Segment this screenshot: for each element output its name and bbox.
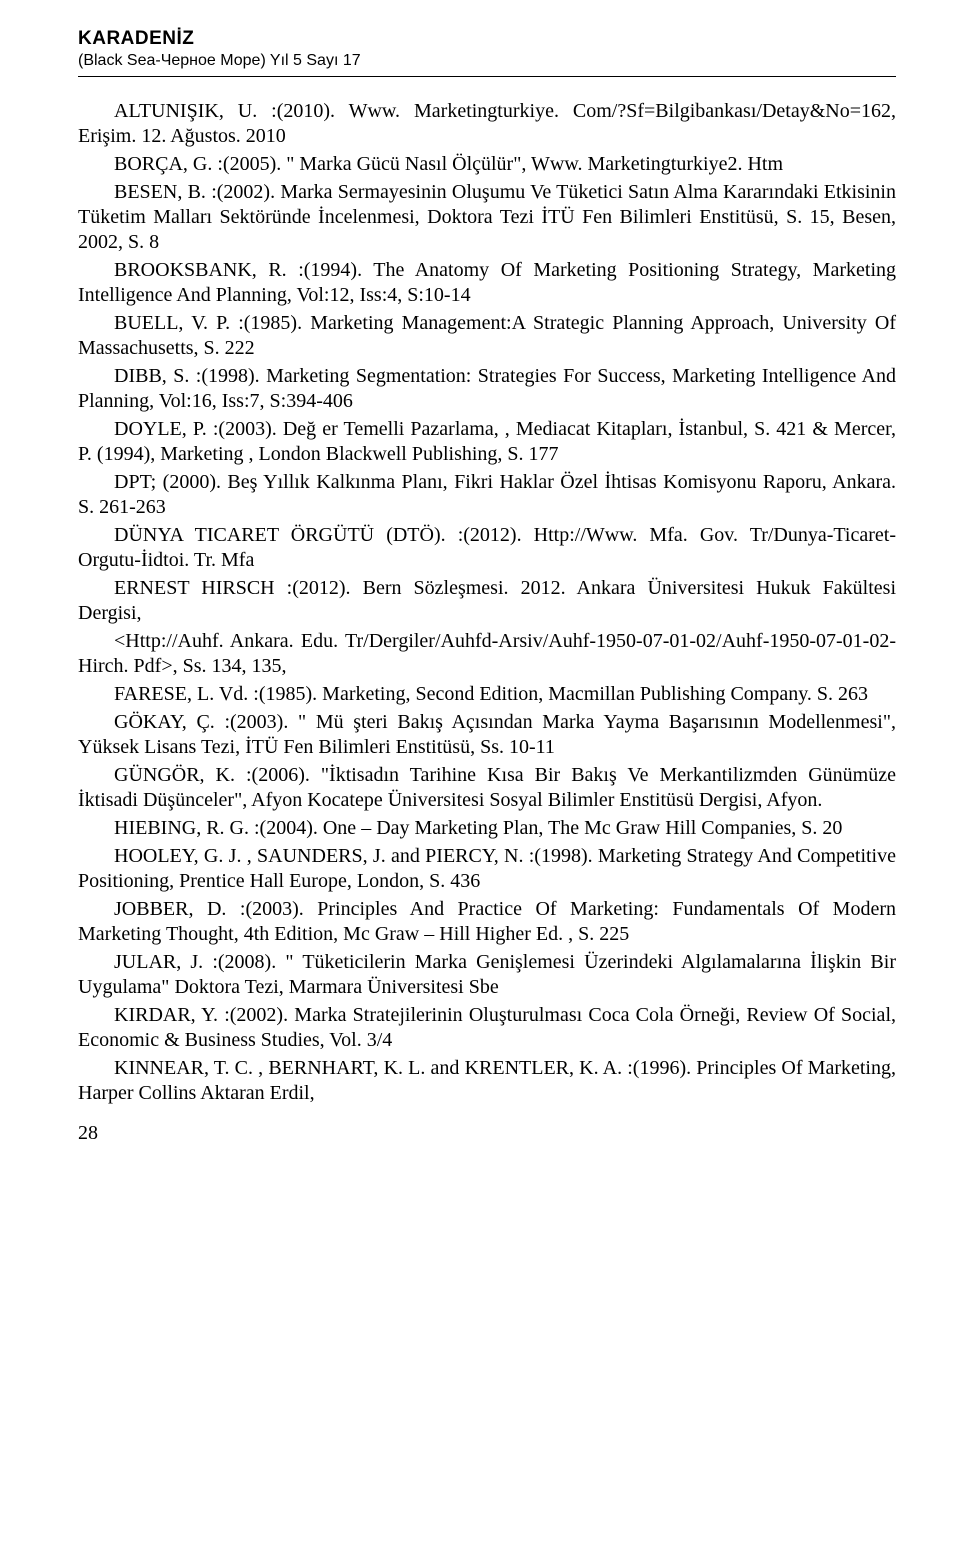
reference-item: JOBBER, D. :(2003). Principles And Pract… [78,897,896,947]
reference-item: ALTUNIŞIK, U. :(2010). Www. Marketingtur… [78,99,896,149]
reference-item: BORÇA, G. :(2005). " Marka Gücü Nasıl Öl… [78,152,896,177]
journal-header: KARADENİZ (Black Sea-Черное Море) Yıl 5 … [78,28,896,70]
references-block: ALTUNIŞIK, U. :(2010). Www. Marketingtur… [78,99,896,1106]
reference-item: BROOKSBANK, R. :(1994). The Anatomy Of M… [78,258,896,308]
reference-item: KINNEAR, T. C. , BERNHART, K. L. and KRE… [78,1056,896,1106]
journal-subtitle: (Black Sea-Черное Море) Yıl 5 Sayı 17 [78,52,896,70]
header-divider [78,76,896,77]
reference-item: DÜNYA TICARET ÖRGÜTÜ (DTÖ). :(2012). Htt… [78,523,896,573]
journal-title: KARADENİZ [78,28,896,50]
reference-item: FARESE, L. Vd. :(1985). Marketing, Secon… [78,682,896,707]
page-number: 28 [78,1122,896,1145]
reference-item: HIEBING, R. G. :(2004). One – Day Market… [78,816,896,841]
reference-item: BUELL, V. P. :(1985). Marketing Manageme… [78,311,896,361]
reference-item: DIBB, S. :(1998). Marketing Segmentation… [78,364,896,414]
reference-item: DOYLE, P. :(2003). Değ er Temelli Pazarl… [78,417,896,467]
reference-item: GÖKAY, Ç. :(2003). " Mü şteri Bakış Açıs… [78,710,896,760]
reference-item: <Http://Auhf. Ankara. Edu. Tr/Dergiler/A… [78,629,896,679]
reference-item: DPT; (2000). Beş Yıllık Kalkınma Planı, … [78,470,896,520]
reference-item: ERNEST HIRSCH :(2012). Bern Sözleşmesi. … [78,576,896,626]
reference-item: JULAR, J. :(2008). " Tüketicilerin Marka… [78,950,896,1000]
reference-item: GÜNGÖR, K. :(2006). "İktisadın Tarihine … [78,763,896,813]
reference-item: KIRDAR, Y. :(2002). Marka Stratejilerini… [78,1003,896,1053]
reference-item: BESEN, B. :(2002). Marka Sermayesinin Ol… [78,180,896,255]
reference-item: HOOLEY, G. J. , SAUNDERS, J. and PIERCY,… [78,844,896,894]
